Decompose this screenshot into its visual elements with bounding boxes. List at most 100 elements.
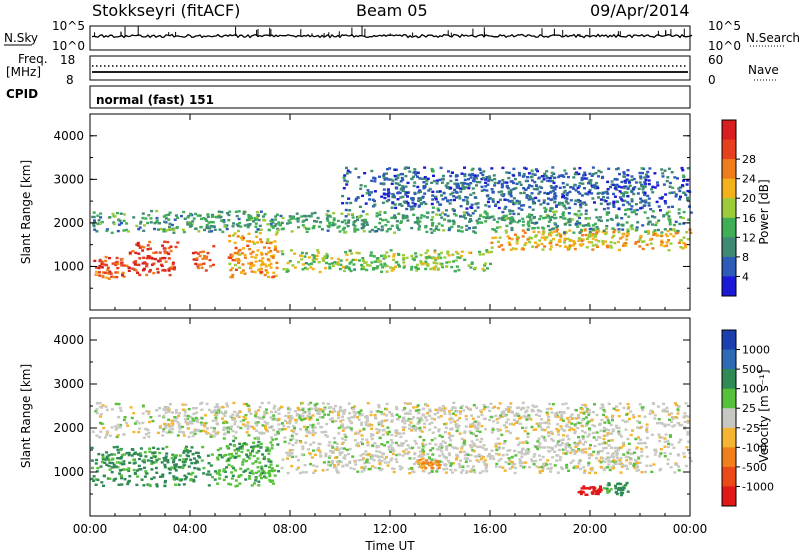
data-cell (211, 475, 214, 479)
data-cell (228, 234, 232, 238)
data-cell (154, 461, 158, 464)
data-cell (540, 175, 544, 178)
data-cell (659, 452, 663, 455)
data-cell (429, 228, 433, 231)
data-cell (563, 223, 567, 226)
data-cell (682, 415, 686, 418)
data-cell (311, 267, 315, 271)
data-cell (602, 413, 605, 417)
data-cell (235, 257, 239, 261)
data-cell (274, 410, 278, 413)
data-cell (149, 416, 153, 419)
data-cell (571, 244, 575, 247)
data-cell (561, 467, 565, 471)
data-cell (204, 218, 208, 221)
data-cell (264, 476, 268, 479)
data-cell (403, 422, 407, 425)
data-cell (592, 490, 596, 493)
data-cell (509, 402, 513, 405)
data-cell (112, 222, 116, 226)
data-cell (404, 439, 408, 443)
data-cell (322, 259, 326, 263)
data-cell (181, 228, 185, 231)
data-cell (476, 423, 480, 427)
data-cell (281, 428, 285, 431)
data-cell (410, 226, 414, 230)
data-cell (437, 190, 441, 193)
data-cell (591, 234, 594, 237)
data-cell (118, 425, 122, 429)
data-cell (412, 205, 416, 208)
data-cell (427, 457, 431, 461)
data-cell (591, 431, 595, 435)
data-cell (253, 217, 257, 220)
data-cell (102, 271, 105, 274)
data-cell (440, 262, 444, 266)
data-cell (341, 429, 345, 432)
data-cell (158, 222, 161, 225)
data-cell (368, 191, 372, 195)
data-cell (643, 441, 647, 445)
data-cell (138, 273, 142, 277)
data-cell (168, 430, 172, 434)
data-cell (638, 461, 642, 464)
data-cell (353, 268, 357, 271)
data-cell (524, 451, 528, 454)
data-cell (639, 175, 643, 179)
data-cell (438, 454, 441, 457)
data-cell (483, 262, 487, 265)
data-cell (516, 235, 520, 239)
data-cell (295, 212, 299, 215)
data-cell (383, 444, 387, 447)
data-cell (262, 457, 266, 461)
data-cell (507, 176, 511, 180)
data-cell (237, 259, 241, 263)
data-cell (200, 423, 204, 426)
data-cell (572, 466, 576, 469)
data-cell (187, 435, 191, 439)
data-cell (241, 238, 245, 241)
data-cell (602, 437, 606, 441)
data-cell (131, 267, 135, 270)
data-cell (254, 460, 258, 464)
data-cell (668, 181, 672, 185)
data-cell (529, 197, 533, 200)
data-cell (515, 182, 519, 185)
data-cell (442, 229, 446, 232)
data-cell (587, 453, 591, 457)
data-cell (510, 410, 514, 413)
data-cell (242, 470, 246, 473)
data-cell (344, 208, 348, 212)
data-cell (525, 409, 529, 412)
data-cell (561, 434, 565, 437)
data-cell (268, 426, 272, 429)
data-cell (582, 224, 585, 227)
data-cell (277, 408, 281, 411)
data-cell (562, 452, 566, 455)
data-cell (435, 470, 439, 473)
data-cell (207, 230, 211, 233)
data-cell (416, 416, 420, 420)
data-cell (154, 251, 158, 254)
data-cell (110, 231, 114, 234)
data-cell (664, 193, 668, 196)
data-cell (428, 428, 432, 431)
data-cell (454, 458, 458, 461)
data-cell (463, 178, 467, 182)
data-cell (496, 240, 500, 243)
data-cell (392, 449, 396, 452)
data-cell (257, 440, 261, 444)
data-cell (230, 452, 234, 456)
data-cell (469, 470, 473, 473)
data-cell (458, 417, 462, 420)
data-cell (473, 209, 477, 212)
data-cell (332, 217, 336, 220)
data-cell (218, 228, 222, 231)
data-cell (342, 411, 346, 414)
data-cell (530, 425, 534, 429)
data-cell (423, 166, 427, 169)
data-cell (607, 439, 611, 442)
data-cell (602, 229, 606, 232)
data-cell (115, 260, 119, 264)
data-cell (468, 459, 472, 462)
